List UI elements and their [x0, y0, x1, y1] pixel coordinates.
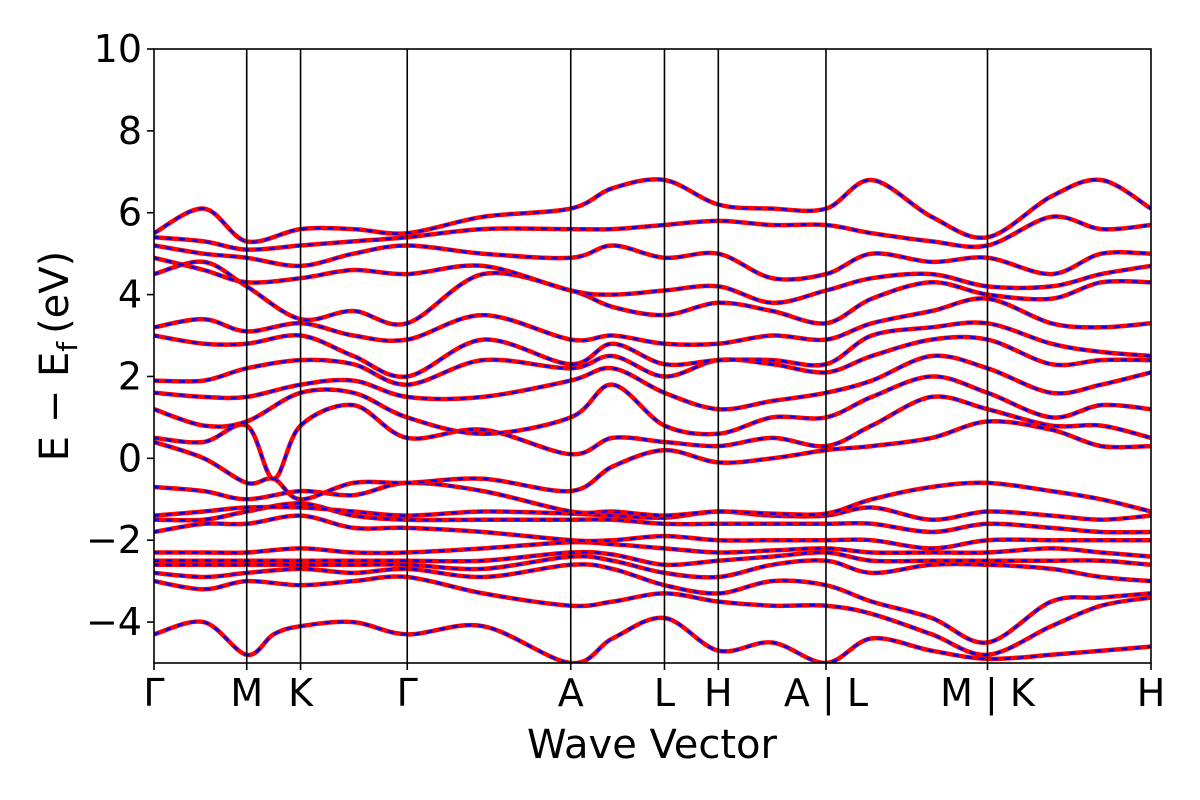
x-tick-label-9: H	[1137, 671, 1166, 715]
x-tick-label-4: A	[558, 671, 584, 715]
band-line-red-15	[154, 320, 1151, 379]
band-line-blue-16	[154, 297, 1151, 347]
x-tick-label-1: M	[230, 671, 263, 715]
y-axis-ticks: −4 −2 0 2 4 6 8 10	[86, 27, 154, 644]
band-line-blue-15	[154, 321, 1151, 378]
y-tick-label-2: 0	[118, 436, 142, 480]
y-tick-label-5: 6	[118, 191, 142, 235]
x-tick-label-8: M | K	[940, 671, 1036, 716]
band-line-red-6	[154, 513, 1151, 551]
high-symmetry-lines	[245, 49, 989, 663]
y-axis-label-unit: (eV)	[32, 251, 78, 334]
plot-frame	[153, 48, 1152, 664]
band-line-red-11	[154, 394, 1151, 482]
y-tick-label-7: 10	[94, 27, 142, 71]
band-line-blue-1	[154, 575, 1151, 657]
x-tick-label-6: H	[704, 671, 733, 715]
y-axis-label-sub: f	[51, 341, 84, 352]
band-line-red-10	[154, 419, 1151, 502]
band-line-red-2	[154, 562, 1151, 645]
band-line-blue-6	[154, 514, 1151, 550]
y-tick-label-4: 4	[118, 273, 142, 317]
y-axis-label-main: E − E	[32, 352, 78, 462]
band-line-blue-11	[154, 395, 1151, 481]
x-tick-label-3: Γ	[397, 671, 418, 715]
y-tick-label-3: 2	[118, 354, 142, 398]
band-line-blue-17	[154, 260, 1151, 326]
band-line-blue-10	[154, 419, 1151, 501]
band-line-red-13	[154, 353, 1151, 412]
y-tick-label-6: 8	[118, 109, 142, 153]
x-tick-label-5: L	[654, 671, 675, 715]
band-line-blue-2	[154, 563, 1151, 644]
band-line-red-21	[154, 177, 1151, 245]
band-line-red-5	[154, 539, 1151, 559]
band-line-red-19	[154, 243, 1151, 282]
bands-layer	[154, 177, 1151, 663]
x-tick-label-0: Γ	[143, 671, 164, 715]
y-tick-label-0: −4	[86, 600, 142, 644]
x-tick-label-2: K	[288, 671, 314, 715]
band-line-red-1	[154, 574, 1151, 658]
y-tick-label-1: −2	[86, 518, 142, 562]
x-tick-label-7: A | L	[784, 671, 868, 716]
x-axis-label: Wave Vector	[527, 722, 778, 768]
y-axis-label: E − Ef (eV)	[32, 251, 84, 462]
band-line-blue-0	[154, 616, 1151, 663]
